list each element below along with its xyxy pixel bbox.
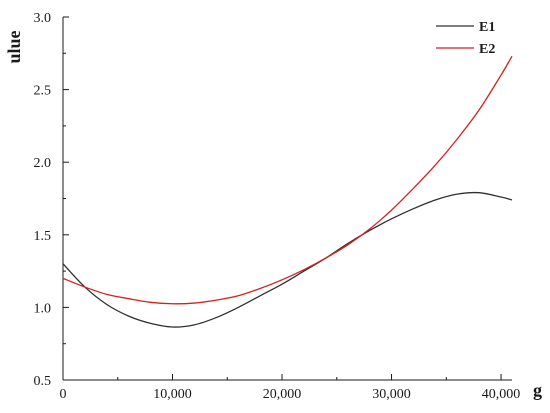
x-ticks: 0 10,000 20,000 30,000 40,000: [60, 374, 521, 402]
y-tick-label: 0.5: [34, 374, 52, 389]
x-axis: 0 10,000 20,000 30,000 40,000 g: [60, 374, 542, 402]
y-tick-label: 3.0: [34, 11, 52, 26]
y-tick-label: 2.0: [34, 156, 52, 171]
series-line-e2: [62, 55, 513, 305]
y-ticks: 0.5 1.0 1.5 2.0 2.5 3.0: [34, 11, 69, 389]
y-axis-title: ulue: [4, 30, 24, 63]
legend-label-e1: E1: [479, 20, 495, 35]
legend-label-e2: E2: [479, 42, 495, 57]
y-tick-label: 1.0: [34, 301, 52, 316]
x-tick-label: 40,000: [482, 387, 521, 402]
x-axis-title: g: [533, 380, 542, 400]
y-tick-label: 1.5: [34, 229, 52, 244]
y-tick-label: 2.5: [34, 84, 52, 99]
x-tick-label: 20,000: [263, 387, 302, 402]
series-line-e1: [62, 191, 513, 328]
x-tick-label: 0: [60, 387, 67, 402]
x-tick-label: 30,000: [372, 387, 411, 402]
x-tick-label: 10,000: [153, 387, 192, 402]
y-axis: 0.5 1.0 1.5 2.0 2.5 3.0 ulue: [4, 11, 69, 389]
series-layer: [62, 55, 513, 328]
